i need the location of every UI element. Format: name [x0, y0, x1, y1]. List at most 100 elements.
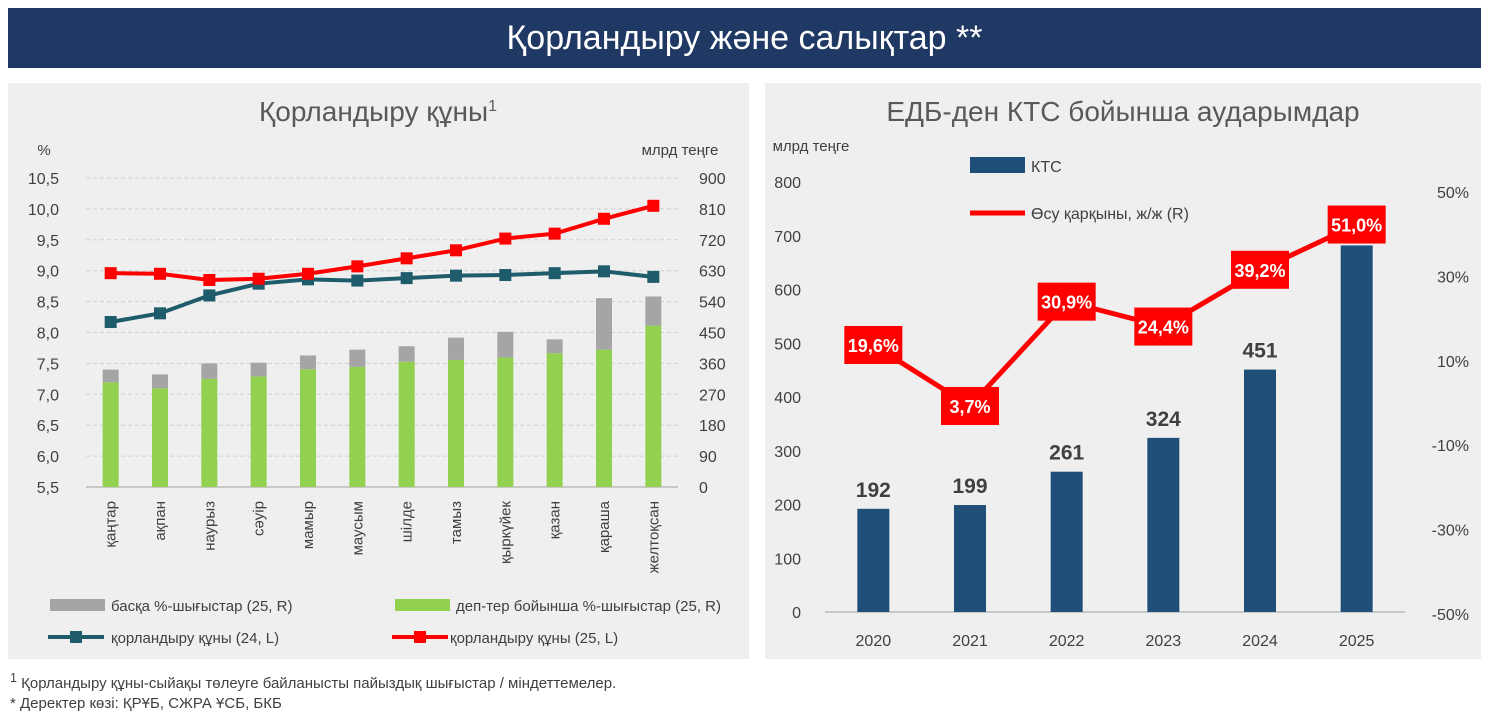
x-tick-label: қазан [547, 501, 564, 539]
x-tick-label: ақпан [152, 501, 169, 541]
marker-funding-cost-24 [548, 267, 561, 280]
y-left-tick-label: 5,5 [37, 480, 59, 497]
growth-data-label: 30,9% [1041, 293, 1092, 313]
y-left-tick-label: 400 [774, 390, 801, 407]
legend-swatch-deposit [395, 599, 450, 611]
marker-funding-cost-25 [400, 252, 413, 265]
y-left-tick-label: 6,0 [37, 449, 59, 466]
legend-swatch-kts [970, 157, 1025, 173]
bar-deposit-expenses [300, 369, 316, 487]
bar-dgf-transfer [1147, 437, 1180, 612]
marker-funding-cost-24 [154, 307, 166, 320]
y-right-tick-label: 30% [1437, 269, 1469, 286]
y-left-tick-label: 600 [774, 283, 801, 300]
y-left-tick-label: 7,0 [37, 387, 59, 404]
y-left-axis-label: млрд теңге [773, 138, 850, 155]
bar-dgf-transfer [1340, 245, 1373, 613]
legend-label-other: басқа %-шығыстар (25, R) [111, 598, 292, 615]
x-tick-label: сәуір [251, 501, 268, 536]
bar-other-expenses [497, 331, 514, 358]
x-tick-label: 2024 [1242, 633, 1278, 650]
growth-data-label: 24,4% [1138, 318, 1189, 338]
x-tick-label: желтоқсан [645, 501, 662, 573]
chart-title: Қорландыру құны1 [259, 96, 497, 127]
bar-other-expenses [201, 363, 218, 379]
y-right-axis-label: млрд теңге [642, 142, 719, 159]
funding-cost-chart: Қорландыру құны1% млрд теңге 10,5 10,0 9,5 9,… [28, 96, 726, 647]
chart-title: ЕДБ-ден КТС бойынша аударымдар [886, 96, 1359, 127]
x-tick-label: 2022 [1049, 633, 1085, 650]
bar-other-expenses [546, 339, 563, 354]
bar-other-expenses [152, 374, 168, 389]
growth-label-box [844, 325, 903, 364]
page-title: Қорландыру және салықтар ** [506, 18, 983, 57]
growth-data-label: 39,2% [1234, 261, 1285, 281]
growth-label-box [1231, 250, 1289, 289]
y-left-tick-label: 9,0 [37, 264, 59, 281]
line-funding-cost-25 [110, 203, 654, 282]
y-left-tick-label: 9,5 [37, 233, 59, 250]
x-tick-label: 2020 [856, 633, 892, 650]
legend-marker-funding-24 [70, 631, 82, 643]
growth-data-label: 51,0% [1331, 216, 1382, 236]
bar-deposit-expenses [398, 361, 415, 487]
marker-funding-cost-24 [104, 315, 117, 328]
growth-label-box [1134, 307, 1193, 346]
y-right-tick-label: 0 [699, 480, 708, 497]
bar-data-label: 199 [952, 475, 987, 498]
dgf-transfers-chart: ЕДБ-ден КТС бойынша аударымдар млрд теңге… [773, 96, 1469, 650]
bar-other-expenses [645, 296, 662, 326]
y-right-tick-label: 90 [699, 449, 717, 466]
marker-funding-cost-24 [351, 274, 364, 287]
y-right-tick-label: 50% [1437, 185, 1469, 202]
y-left-tick-label: 500 [774, 336, 801, 353]
y-right-tick-label: -30% [1432, 523, 1469, 540]
y-left-tick-label: 8,0 [37, 326, 59, 343]
bar-deposit-expenses [645, 325, 662, 487]
bar-deposit-expenses [152, 388, 168, 487]
x-tick-label: 2023 [1146, 633, 1182, 650]
marker-funding-cost-25 [499, 232, 512, 245]
marker-funding-cost-25 [104, 267, 117, 280]
y-right-tick-label: 10% [1437, 354, 1469, 371]
bar-dgf-transfer [954, 505, 986, 612]
y-left-tick-label: 10,0 [28, 202, 59, 219]
bar-deposit-expenses [102, 382, 119, 487]
y-right-tick-label: 180 [699, 418, 726, 435]
legend-marker-funding-25 [414, 631, 426, 643]
x-tick-label: тамыз [448, 501, 465, 544]
y-left-tick-label: 300 [774, 444, 801, 461]
bar-other-expenses [250, 362, 267, 377]
marker-funding-cost-25 [203, 273, 216, 286]
marker-funding-cost-25 [351, 260, 364, 273]
y-left-tick-label: 200 [774, 498, 801, 515]
marker-funding-cost-25 [450, 244, 462, 257]
x-tick-label: 2025 [1339, 633, 1375, 650]
bar-deposit-expenses [250, 376, 267, 487]
footnote-1-marker: 1 [10, 671, 17, 685]
bar-other-expenses [300, 355, 316, 370]
y-right-tick-label: 360 [699, 356, 726, 373]
y-left-tick-label: 7,5 [37, 356, 59, 373]
legend-label-growth: Өсу қарқыны, ж/ж (R) [1031, 206, 1189, 223]
y-right-tick-label: -10% [1432, 438, 1469, 455]
bar-other-expenses [349, 349, 366, 367]
legend-label-funding-25: қорландыру құны (25, L) [450, 630, 618, 647]
y-left-tick-label: 100 [774, 551, 801, 568]
y-left-tick-label: 0 [792, 605, 801, 622]
x-tick-label: қараша [596, 500, 613, 553]
funding-cost-panel: Қорландыру құны1% млрд теңге 10,5 10,0 9,5 9,… [8, 83, 749, 659]
bar-other-expenses [596, 298, 612, 350]
y-right-tick-label: 540 [699, 295, 726, 312]
footnote-1: 1 Қорландыру құны-сыйақы төлеуге байланы… [10, 671, 616, 692]
dgf-transfers-panel: ЕДБ-ден КТС бойынша аударымдар млрд теңге… [765, 83, 1481, 659]
marker-funding-cost-24 [499, 269, 512, 282]
bar-data-label: 192 [856, 479, 891, 502]
bar-other-expenses [102, 369, 119, 383]
marker-funding-cost-24 [598, 265, 610, 278]
growth-label-box [1037, 282, 1096, 321]
marker-funding-cost-25 [302, 267, 314, 280]
x-tick-label: қыркүйек [497, 501, 514, 564]
y-left-tick-label: 6,5 [37, 418, 59, 435]
x-tick-label: 2021 [952, 633, 988, 650]
